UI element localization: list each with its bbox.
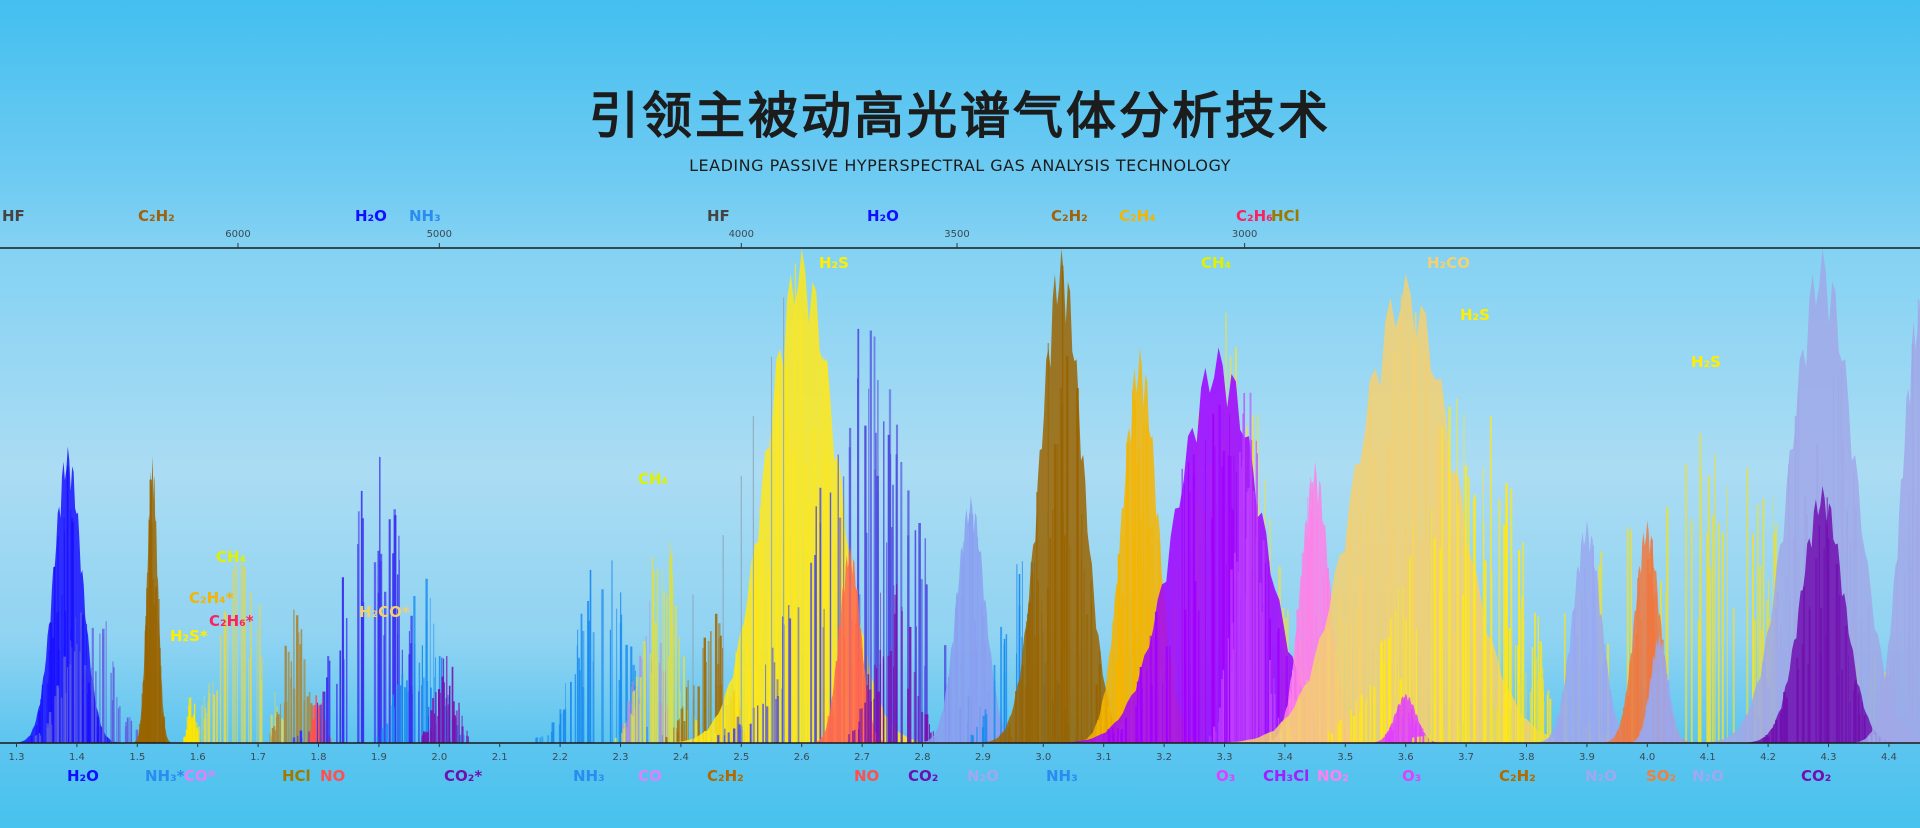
bottom-gas-label: CH₃Cl xyxy=(1263,767,1309,785)
band-envelope xyxy=(1735,485,1910,743)
bottom-tick-label: 2.4 xyxy=(673,752,689,763)
band-envelope xyxy=(806,545,894,743)
top-tick-label: 5000 xyxy=(427,229,452,240)
bottom-gas-label: N₂O xyxy=(1585,767,1617,785)
spectral-bands xyxy=(9,248,1920,743)
bottom-tick-label: 3.1 xyxy=(1096,752,1112,763)
bottom-tick-label: 1.5 xyxy=(129,752,145,763)
axes: 1.3 1.4 1.5 1.6 1.7 1.8 1.9 2.0 2.1 2.2 2.3 2.4 2.5 2… xyxy=(0,229,1920,763)
band-annotation: H₂S xyxy=(819,254,849,272)
bottom-tick-label: 1.3 xyxy=(9,752,25,763)
band-envelope xyxy=(656,248,947,743)
bottom-gas-label: CO₂* xyxy=(444,767,482,785)
band-annotation: CH₄ xyxy=(638,470,668,488)
top-tick-label: 3000 xyxy=(1232,229,1257,240)
top-gas-label: HF xyxy=(2,207,25,225)
band-annotation: CH₄ xyxy=(1201,254,1231,272)
bottom-gas-label: SO₂ xyxy=(1646,767,1676,785)
bottom-gas-label: CO₂ xyxy=(1801,767,1831,785)
bottom-gas-label: NH₃ xyxy=(573,767,605,785)
bottom-tick-label: 1.8 xyxy=(311,752,327,763)
bottom-tick-label: 3.3 xyxy=(1217,752,1233,763)
bottom-tick-label: 1.6 xyxy=(190,752,206,763)
band-annotation: H₂CO xyxy=(1427,254,1470,272)
bottom-tick-label: 3.8 xyxy=(1519,752,1535,763)
bottom-tick-label: 1.4 xyxy=(69,752,85,763)
bottom-tick-label: 1.7 xyxy=(250,752,266,763)
bottom-tick-label: 2.9 xyxy=(975,752,991,763)
bottom-tick-label: 4.0 xyxy=(1639,752,1655,763)
top-gas-label: H₂O xyxy=(867,207,899,225)
bottom-gas-label: NH₃* xyxy=(145,767,185,785)
bottom-tick-label: 1.9 xyxy=(371,752,387,763)
bottom-gas-label: NO₂ xyxy=(1317,767,1349,785)
band-envelope xyxy=(1623,634,1696,743)
bottom-tick-label: 2.0 xyxy=(431,752,447,763)
bottom-gas-label: NH₃ xyxy=(1046,767,1078,785)
bottom-gas-label: HCl xyxy=(282,767,311,785)
bottom-tick-label: 4.1 xyxy=(1700,752,1716,763)
top-gas-label: C₂H₂ xyxy=(1051,207,1088,225)
bottom-gas-label: CO* xyxy=(184,767,216,785)
band-annotation: H₂S xyxy=(1691,353,1721,371)
bottom-gas-label: O₃ xyxy=(1216,767,1235,785)
top-gas-label: C₂H₄ xyxy=(1119,207,1156,225)
bottom-tick-label: 2.8 xyxy=(915,752,931,763)
gas-labels: HF C₂H₂ H₂O NH₃ HF H₂O C₂H₂ C₂H₄ C₂H₆HClH₂SCH₄CH… xyxy=(2,207,1831,785)
bottom-tick-label: 4.3 xyxy=(1821,752,1837,763)
top-gas-label: H₂O xyxy=(355,207,387,225)
bottom-tick-label: 2.7 xyxy=(854,752,870,763)
bottom-gas-label: N₂O xyxy=(967,767,999,785)
band-annotation: CH₄ xyxy=(216,548,246,566)
bottom-gas-label: H₂O xyxy=(67,767,99,785)
bottom-tick-label: 3.2 xyxy=(1156,752,1172,763)
bottom-gas-label: CO₂ xyxy=(908,767,938,785)
bottom-gas-label: N₂O xyxy=(1692,767,1724,785)
bottom-tick-label: 3.6 xyxy=(1398,752,1414,763)
band-envelope xyxy=(1846,298,1920,743)
bottom-gas-label: C₂H₂ xyxy=(1499,767,1536,785)
band-envelope xyxy=(1362,693,1450,743)
band-envelope xyxy=(912,495,1029,743)
top-tick-label: 4000 xyxy=(729,229,754,240)
bottom-gas-label: NO xyxy=(854,767,879,785)
bottom-tick-label: 3.5 xyxy=(1337,752,1353,763)
band-annotation: H₂S xyxy=(1460,306,1490,324)
page-title: 引领主被动高光谱气体分析技术 xyxy=(589,87,1331,145)
bottom-tick-label: 3.0 xyxy=(1035,752,1051,763)
top-tick-label: 6000 xyxy=(225,229,250,240)
page-subtitle: LEADING PASSIVE HYPERSPECTRAL GAS ANALYS… xyxy=(689,156,1231,175)
bottom-tick-label: 2.6 xyxy=(794,752,810,763)
bottom-gas-label: O₃ xyxy=(1402,767,1421,785)
top-gas-label: NH₃ xyxy=(409,207,441,225)
bottom-tick-label: 3.4 xyxy=(1277,752,1293,763)
top-gas-label: HF xyxy=(707,207,730,225)
top-tick-label: 3500 xyxy=(944,229,969,240)
top-gas-label: C₂H₆ xyxy=(1236,207,1273,225)
band-annotation: C₂H₆* xyxy=(209,612,254,630)
bottom-gas-label: C₂H₂ xyxy=(707,767,744,785)
bottom-tick-label: 4.2 xyxy=(1760,752,1776,763)
bottom-tick-label: 3.9 xyxy=(1579,752,1595,763)
top-gas-label: HCl xyxy=(1271,207,1300,225)
bottom-tick-label: 2.5 xyxy=(733,752,749,763)
band-envelope xyxy=(1692,248,1920,743)
bottom-gas-label: NO xyxy=(320,767,345,785)
band-annotation: C₂H₄* xyxy=(189,589,234,607)
band-envelope xyxy=(1257,461,1374,743)
bottom-tick-label: 4.4 xyxy=(1881,752,1897,763)
bottom-tick-label: 2.3 xyxy=(613,752,629,763)
bottom-tick-label: 2.1 xyxy=(492,752,508,763)
top-gas-label: C₂H₂ xyxy=(138,207,175,225)
band-annotation: H₂S* xyxy=(170,627,208,645)
bottom-tick-label: 2.2 xyxy=(552,752,568,763)
band-annotation: H₂CO* xyxy=(359,603,410,621)
bottom-gas-label: CO xyxy=(638,767,662,785)
bottom-tick-label: 3.7 xyxy=(1458,752,1474,763)
